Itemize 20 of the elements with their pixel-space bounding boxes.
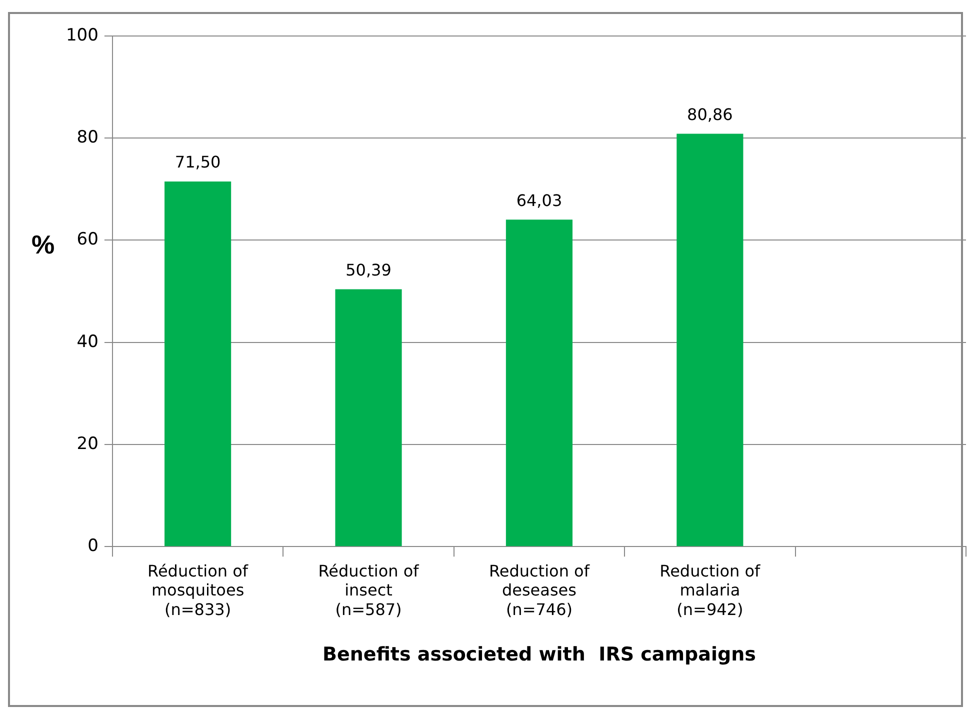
bar bbox=[164, 182, 232, 546]
y-tick-label: 80 bbox=[76, 128, 98, 148]
bar bbox=[506, 220, 573, 546]
x-tick-label: Réduction of insect (n=587) bbox=[318, 561, 420, 619]
data-label: 50,39 bbox=[346, 260, 392, 280]
bar bbox=[676, 134, 744, 546]
y-axis-title: % bbox=[31, 229, 55, 260]
y-tick-label: 60 bbox=[76, 230, 98, 250]
y-tick-label: 100 bbox=[66, 25, 98, 46]
data-label: 71,50 bbox=[174, 152, 221, 172]
x-tick-label: Reduction of deseases (n=746) bbox=[488, 561, 590, 619]
y-tick-label: 20 bbox=[76, 434, 98, 454]
y-tick-label: 0 bbox=[88, 536, 98, 556]
data-label: 80,86 bbox=[687, 104, 733, 124]
x-axis-title: Benefits associeted with IRS campaigns bbox=[322, 644, 756, 666]
x-tick-label: Réduction of mosquitoes (n=833) bbox=[148, 561, 248, 619]
y-tick-label: 40 bbox=[76, 332, 98, 352]
data-label: 64,03 bbox=[516, 190, 562, 210]
x-tick-label: Reduction of malaria (n=942) bbox=[660, 561, 761, 619]
bar bbox=[335, 289, 402, 546]
